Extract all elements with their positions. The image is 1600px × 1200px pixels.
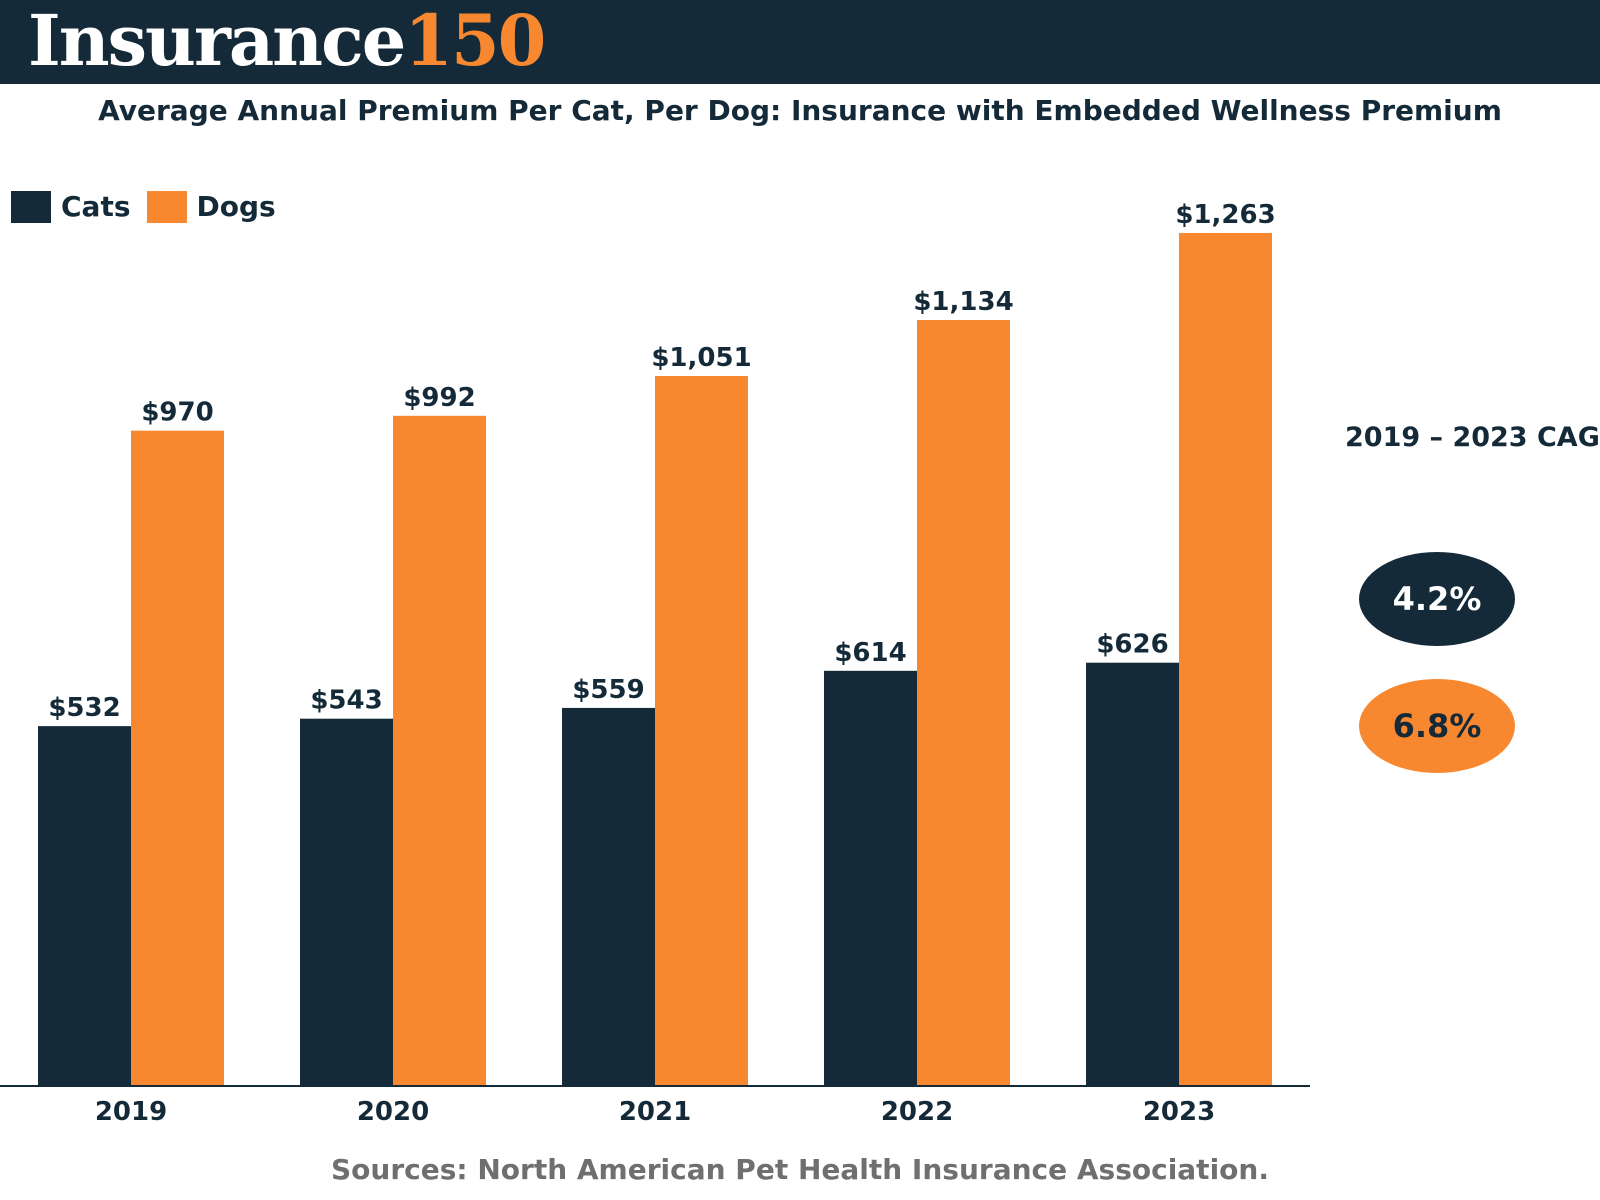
bar-cats-2023 (1086, 662, 1179, 1085)
chart-title: Average Annual Premium Per Cat, Per Dog:… (98, 94, 1502, 127)
legend-label-dogs: Dogs (196, 190, 276, 223)
cagr-title: 2019 – 2023 CAGR (1345, 422, 1600, 453)
data-label-cats-2020: $543 (310, 686, 382, 716)
bar-dogs-2022 (917, 320, 1010, 1086)
data-label-cats-2021: $559 (572, 675, 644, 705)
legend-item-dogs: Dogs (146, 190, 276, 223)
bar-dogs-2021 (655, 376, 748, 1086)
logo-number: 150 (404, 0, 546, 82)
data-label-dogs-2021: $1,051 (651, 343, 751, 373)
bar-dogs-2019 (131, 430, 224, 1085)
x-tick-label-2022: 2022 (881, 1097, 953, 1127)
bar-cats-2022 (824, 670, 917, 1085)
bar-cats-2021 (562, 707, 655, 1085)
data-label-cats-2023: $626 (1096, 630, 1168, 660)
insurance150-logo: Insurance150 (28, 0, 546, 82)
bar-cats-2020 (300, 718, 393, 1085)
logo-word: Insurance (28, 0, 406, 82)
data-label-cats-2022: $614 (834, 638, 906, 668)
bar-cats-2019 (38, 726, 131, 1085)
cagr-dogs-pill: 6.8% (1359, 679, 1515, 773)
x-tick-label-2021: 2021 (619, 1097, 691, 1127)
legend-swatch-dogs (146, 191, 187, 223)
cagr-cats-pill: 4.2% (1359, 552, 1515, 646)
data-label-cats-2019: $532 (48, 693, 120, 723)
header-bar: Insurance150 (0, 0, 1600, 84)
data-label-dogs-2019: $970 (141, 398, 213, 428)
bar-dogs-2023 (1179, 233, 1272, 1085)
source-note: Sources: North American Pet Health Insur… (331, 1153, 1269, 1186)
x-tick-label-2020: 2020 (357, 1097, 429, 1127)
data-label-dogs-2022: $1,134 (913, 287, 1013, 317)
legend-swatch-cats (11, 191, 51, 223)
data-label-dogs-2023: $1,263 (1175, 200, 1275, 230)
legend-item-cats: Cats (11, 191, 131, 223)
bar-dogs-2020 (393, 415, 486, 1085)
legend-label-cats: Cats (61, 190, 131, 223)
data-label-dogs-2020: $992 (403, 383, 475, 413)
x-tick-label-2023: 2023 (1143, 1097, 1215, 1127)
x-tick-label-2019: 2019 (95, 1097, 167, 1127)
legend: Cats Dogs (11, 191, 292, 223)
